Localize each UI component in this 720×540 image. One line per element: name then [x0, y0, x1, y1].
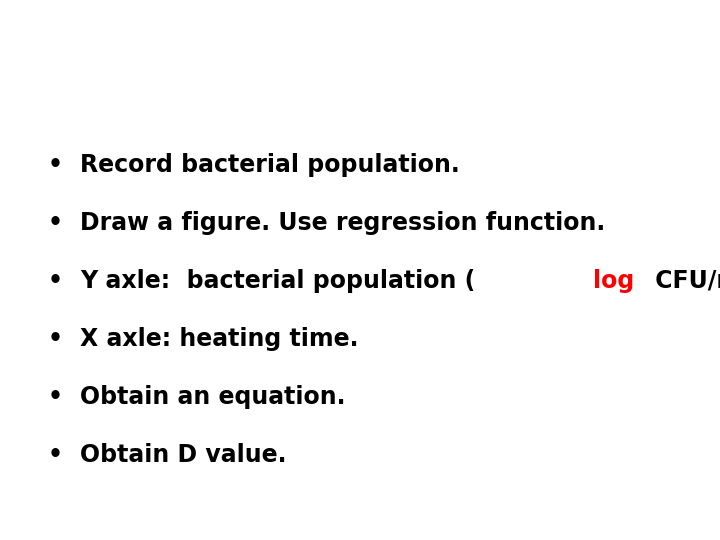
Text: •: •	[48, 327, 63, 351]
Text: log: log	[593, 269, 635, 293]
Text: Draw a figure. Use regression function.: Draw a figure. Use regression function.	[80, 211, 606, 235]
Text: •: •	[48, 153, 63, 177]
Text: Record bacterial population.: Record bacterial population.	[80, 153, 460, 177]
Text: Obtain an equation.: Obtain an equation.	[80, 385, 346, 409]
Text: •: •	[48, 385, 63, 409]
Text: Obtain D value.: Obtain D value.	[80, 443, 287, 467]
Text: •: •	[48, 443, 63, 467]
Text: •: •	[48, 269, 63, 293]
Text: •: •	[48, 211, 63, 235]
Text: Y axle:  bacterial population (: Y axle: bacterial population (	[80, 269, 475, 293]
Text: X axle: heating time.: X axle: heating time.	[80, 327, 359, 351]
Text: CFU/mL): CFU/mL)	[647, 269, 720, 293]
